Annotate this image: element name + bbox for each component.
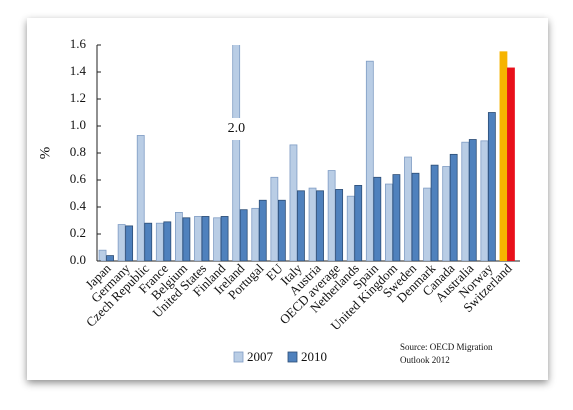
bar (155, 222, 164, 261)
bar (277, 199, 286, 261)
bar (327, 170, 336, 261)
bar (411, 172, 420, 261)
bar (499, 51, 508, 261)
plot (98, 45, 515, 261)
y-tick-label: 0.4 (70, 198, 87, 213)
bar (175, 211, 183, 261)
bar (430, 164, 439, 261)
bar (98, 249, 107, 261)
legend-swatch (287, 351, 298, 363)
bar (373, 176, 382, 261)
bar (297, 190, 305, 261)
bar (106, 255, 114, 261)
bar (335, 189, 344, 261)
bar (442, 166, 451, 261)
bar (213, 217, 221, 261)
bar (270, 176, 279, 261)
bar (404, 156, 412, 261)
bar (194, 216, 202, 261)
y-tick-label: 1.0 (70, 117, 86, 132)
y-tick-label: 0.2 (70, 225, 86, 240)
bar (365, 60, 374, 261)
bar (449, 153, 458, 261)
y-tick-label: 1.4 (70, 63, 87, 78)
bar (316, 190, 324, 261)
bar (392, 174, 401, 261)
bar (144, 222, 153, 261)
value-label-bg (222, 118, 251, 140)
bar (182, 217, 191, 261)
bar (289, 144, 298, 261)
legend-label: 2010 (301, 349, 327, 364)
bar (354, 184, 363, 261)
source-note: Outlook 2012 (400, 355, 450, 365)
legend-swatch (233, 351, 244, 363)
bar (163, 221, 172, 261)
card (27, 18, 548, 380)
bar (480, 140, 489, 261)
bar (468, 139, 477, 261)
bar (201, 216, 210, 261)
bar (487, 112, 496, 261)
value-label: 2.0 (228, 121, 246, 136)
bar (136, 135, 145, 261)
bar (117, 224, 126, 261)
bar (258, 199, 267, 261)
y-tick-label: 0.0 (70, 252, 86, 267)
bar (125, 225, 134, 261)
y-tick-label: 1.2 (70, 90, 86, 105)
bar (251, 207, 260, 261)
y-tick-label: 1.6 (70, 36, 87, 51)
bar (385, 183, 393, 261)
y-tick-label: 0.6 (70, 171, 87, 186)
bar (423, 187, 431, 261)
bar (507, 67, 515, 261)
y-axis-label: % (37, 147, 53, 160)
source-note: Source: OECD Migration (400, 342, 493, 352)
legend-label: 2007 (247, 349, 274, 364)
bar (308, 187, 317, 261)
bar (461, 141, 470, 261)
y-tick-label: 0.8 (70, 144, 86, 159)
bar (346, 195, 355, 261)
bar (220, 216, 229, 261)
bar (239, 209, 248, 261)
